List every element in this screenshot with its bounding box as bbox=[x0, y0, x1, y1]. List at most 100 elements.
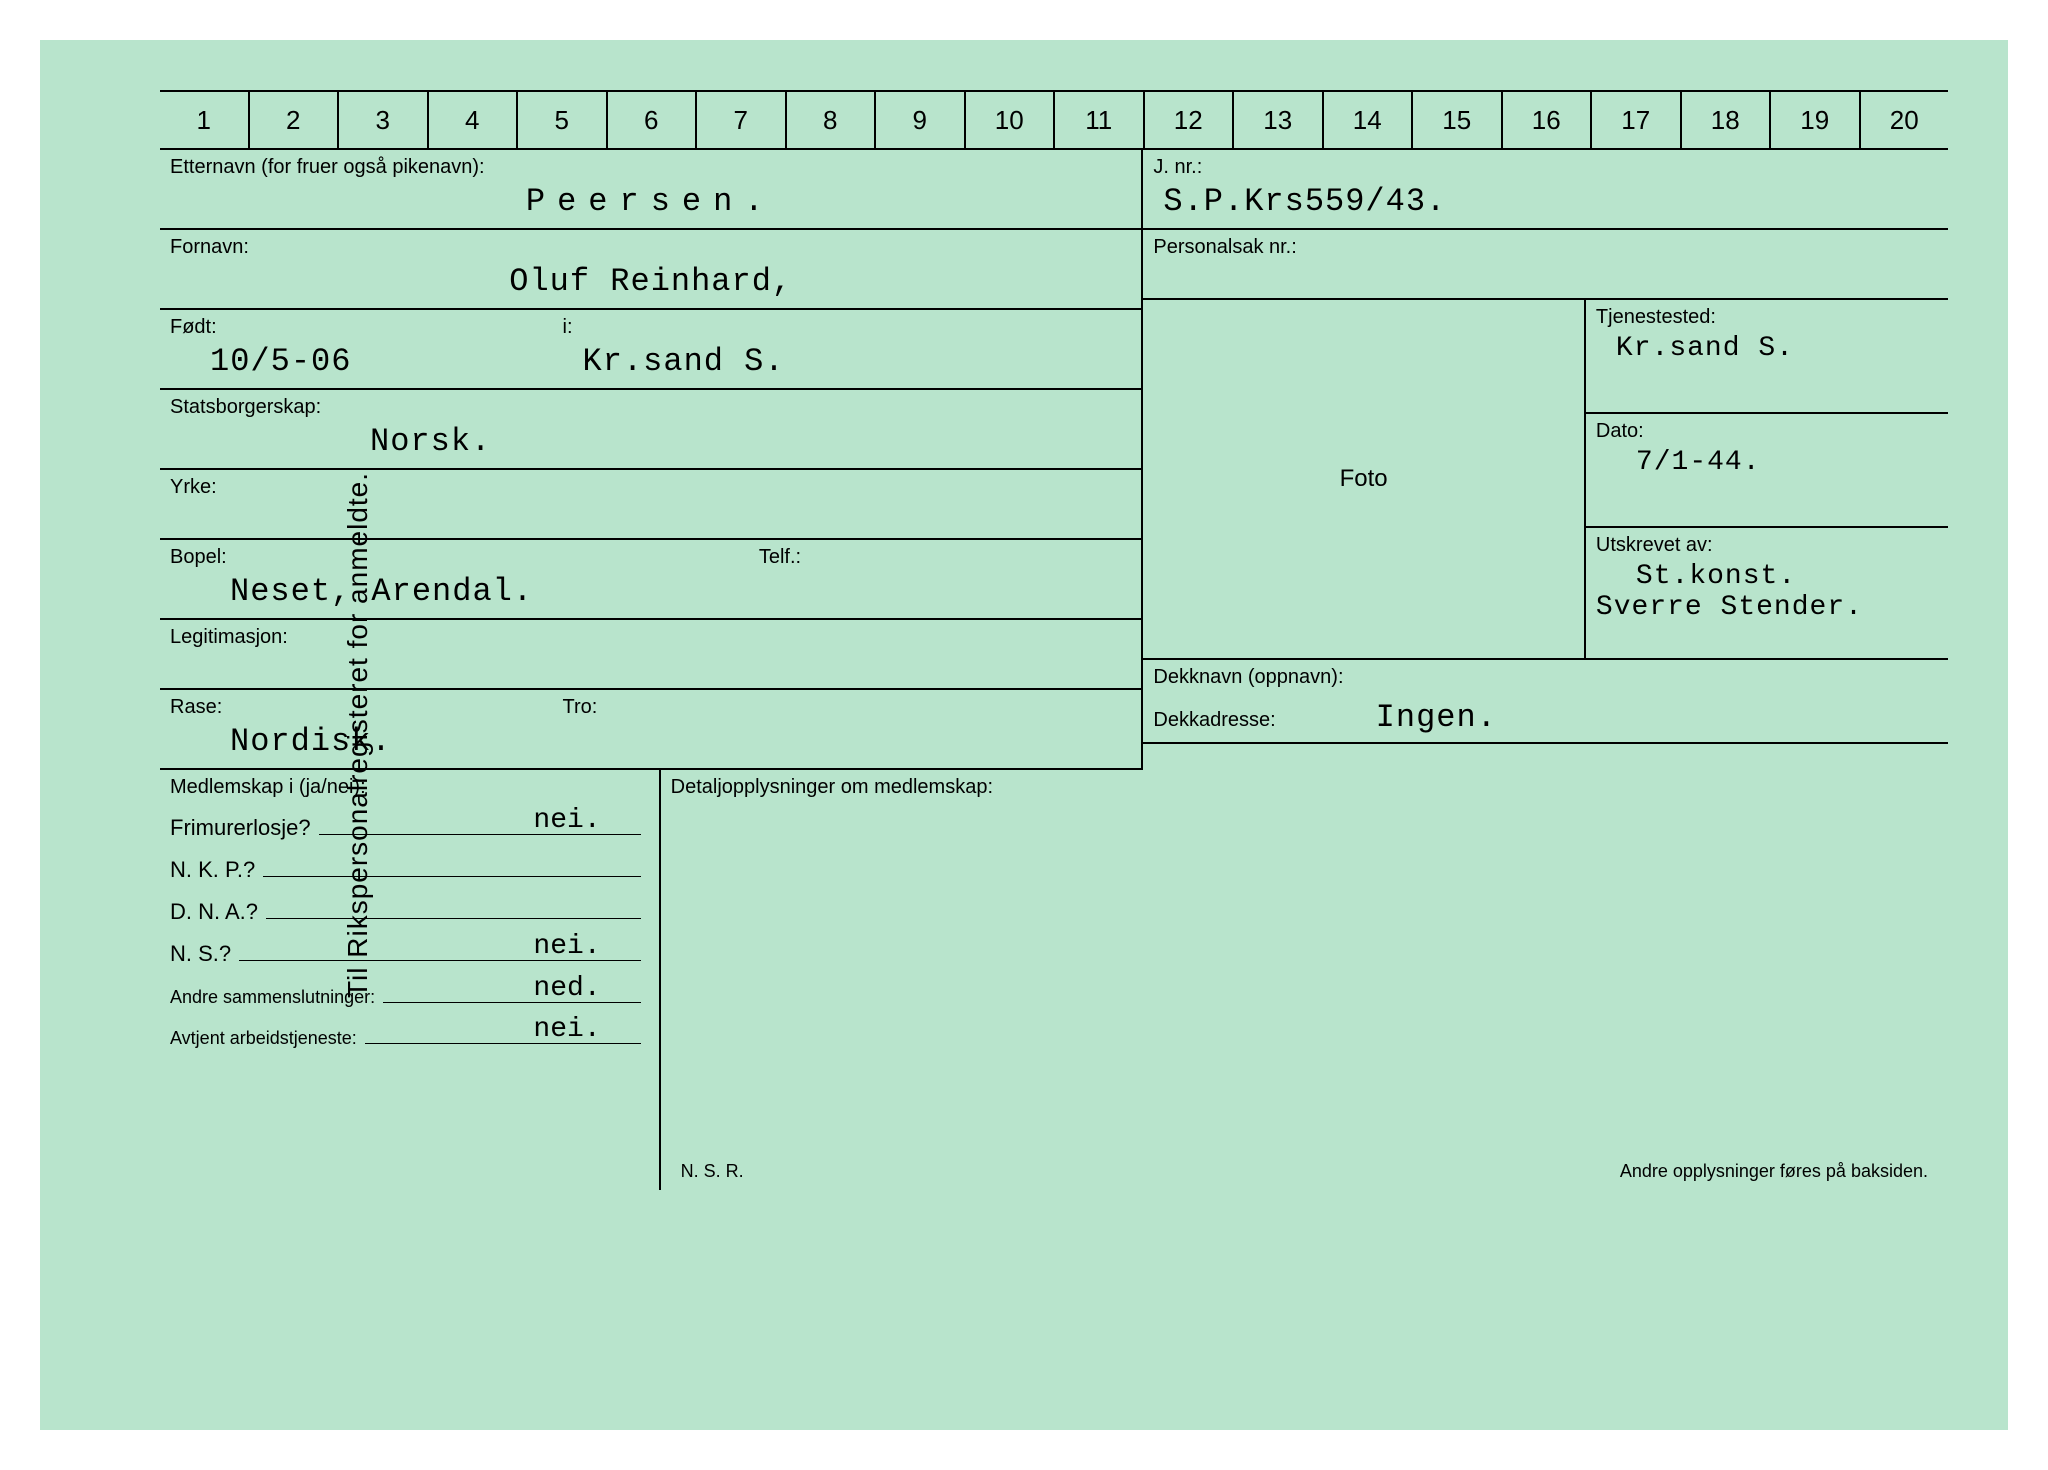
personalsak-label: Personalsak nr.: bbox=[1153, 236, 1938, 259]
jnr-field: J. nr.: S.P.Krs559/43. bbox=[1143, 150, 1948, 230]
rase-tro-row: Rase: Nordisk. Tro: bbox=[160, 690, 1141, 770]
utskrevet-value1: St.konst. bbox=[1596, 561, 1938, 592]
tjenestested-value: Kr.sand S. bbox=[1596, 333, 1938, 364]
bopel-label: Bopel: bbox=[170, 546, 739, 569]
fodt-label: Født: bbox=[170, 316, 543, 339]
dekknavn-value: Ingen. bbox=[1276, 699, 1497, 736]
membership-answer: nei. bbox=[533, 1014, 600, 1045]
bopel-value: Neset, Arendal. bbox=[170, 573, 739, 610]
fornavn-label: Fornavn: bbox=[170, 236, 1131, 259]
ruler-cell: 17 bbox=[1592, 92, 1682, 148]
dato-label: Dato: bbox=[1596, 420, 1938, 443]
membership-line: nei. bbox=[239, 939, 640, 961]
membership-line bbox=[266, 897, 641, 919]
dekkadresse-label: Dekkadresse: bbox=[1153, 709, 1275, 732]
membership-answer: nei. bbox=[533, 931, 600, 962]
bopel-row: Bopel: Neset, Arendal. Telf.: bbox=[160, 540, 1141, 620]
tjenestested-label: Tjenestested: bbox=[1596, 306, 1938, 329]
membership-item-label: N. K. P.? bbox=[170, 857, 255, 883]
ruler-cell: 3 bbox=[339, 92, 429, 148]
nsr-note: N. S. R. bbox=[681, 1161, 744, 1182]
membership-item-label: Frimurerlosje? bbox=[170, 815, 311, 841]
ruler-cell: 19 bbox=[1771, 92, 1861, 148]
membership-row: D. N. A.? bbox=[170, 897, 649, 925]
membership-right: Detaljopplysninger om medlemskap: N. S. … bbox=[661, 770, 1948, 1190]
tro-label: Tro: bbox=[563, 696, 1132, 719]
tro-field: Tro: bbox=[553, 690, 1142, 768]
vertical-title: Til Rikspersonalregisteret for anmeldte. bbox=[342, 472, 374, 998]
fornavn-field: Fornavn: Oluf Reinhard, bbox=[160, 230, 1141, 310]
membership-left: Medlemskap i (ja/nei): Frimurerlosje? nei… bbox=[160, 770, 661, 1190]
ruler-cell: 8 bbox=[787, 92, 877, 148]
etternavn-label: Etternavn (for fruer også pikenavn): bbox=[170, 156, 1131, 179]
foto-right-block: Foto Tjenestested: Kr.sand S. Dato: 7/1-… bbox=[1143, 300, 1948, 660]
membership-row: N. K. P.? bbox=[170, 855, 649, 883]
left-column: Etternavn (for fruer også pikenavn): Pee… bbox=[160, 150, 1143, 770]
membership-item-label: Avtjent arbeidstjeneste: bbox=[170, 1029, 357, 1049]
membership-section: Medlemskap i (ja/nei): Frimurerlosje? nei… bbox=[160, 770, 1948, 1190]
yrke-label: Yrke: bbox=[170, 476, 1131, 499]
membership-row: Frimurerlosje? nei. bbox=[170, 813, 649, 841]
dato-field: Dato: 7/1-44. bbox=[1586, 414, 1948, 528]
ruler-cell: 5 bbox=[518, 92, 608, 148]
legitimasjon-label: Legitimasjon: bbox=[170, 626, 1131, 649]
legitimasjon-field: Legitimasjon: bbox=[160, 620, 1141, 690]
fodt-i-label: i: bbox=[563, 316, 1132, 339]
membership-row: Andre sammenslutninger:ned. bbox=[170, 981, 649, 1008]
ruler-cell: 7 bbox=[697, 92, 787, 148]
bopel-field: Bopel: Neset, Arendal. bbox=[160, 540, 749, 618]
ruler-cell: 12 bbox=[1145, 92, 1235, 148]
ruler-cell: 6 bbox=[608, 92, 698, 148]
etternavn-field: Etternavn (for fruer også pikenavn): Pee… bbox=[160, 150, 1141, 230]
back-note: Andre opplysninger føres på baksiden. bbox=[1620, 1161, 1928, 1182]
jnr-value: S.P.Krs559/43. bbox=[1153, 183, 1938, 220]
yrke-field: Yrke: bbox=[160, 470, 1141, 540]
membership-item-label: N. S.? bbox=[170, 941, 231, 967]
tjenestested-field: Tjenestested: Kr.sand S. bbox=[1586, 300, 1948, 414]
dato-value: 7/1-44. bbox=[1596, 447, 1938, 478]
ruler-cell: 14 bbox=[1324, 92, 1414, 148]
membership-line: ned. bbox=[383, 981, 641, 1003]
ruler-cell: 10 bbox=[966, 92, 1056, 148]
jnr-label: J. nr.: bbox=[1153, 156, 1938, 179]
right-column: J. nr.: S.P.Krs559/43. Personalsak nr.: … bbox=[1143, 150, 1948, 770]
fodt-i-field: i: Kr.sand S. bbox=[553, 310, 1142, 388]
personalsak-field: Personalsak nr.: bbox=[1143, 230, 1948, 300]
ruler-cell: 15 bbox=[1413, 92, 1503, 148]
utskrevet-value2: Sverre Stender. bbox=[1596, 592, 1938, 623]
ruler-cell: 9 bbox=[876, 92, 966, 148]
fodt-i-value: Kr.sand S. bbox=[563, 343, 1132, 380]
statsborgerskap-field: Statsborgerskap: Norsk. bbox=[160, 390, 1141, 470]
membership-line: nei. bbox=[319, 813, 641, 835]
registration-card: Til Rikspersonalregisteret for anmeldte.… bbox=[40, 40, 2008, 1430]
membership-row: N. S.? nei. bbox=[170, 939, 649, 967]
ruler-cell: 11 bbox=[1055, 92, 1145, 148]
statsborgerskap-label: Statsborgerskap: bbox=[170, 396, 1131, 419]
membership-row: Avtjent arbeidstjeneste:nei. bbox=[170, 1022, 649, 1049]
dekknavn-label: Dekknavn (oppnavn): bbox=[1153, 666, 1938, 689]
ruler-cell: 4 bbox=[429, 92, 519, 148]
fornavn-value: Oluf Reinhard, bbox=[170, 263, 1131, 300]
number-ruler: 1 2 3 4 5 6 7 8 9 10 11 12 13 14 15 16 1… bbox=[160, 90, 1948, 150]
ruler-cell: 16 bbox=[1503, 92, 1593, 148]
membership-answer: ned. bbox=[533, 973, 600, 1004]
medlemskap-header: Medlemskap i (ja/nei): bbox=[170, 776, 649, 799]
ruler-cell: 2 bbox=[250, 92, 340, 148]
foto-label: Foto bbox=[1340, 465, 1388, 493]
fodt-value: 10/5-06 bbox=[170, 343, 543, 380]
membership-item-label: D. N. A.? bbox=[170, 899, 258, 925]
ruler-cell: 18 bbox=[1682, 92, 1772, 148]
ruler-cell: 13 bbox=[1234, 92, 1324, 148]
fodt-field: Født: 10/5-06 bbox=[160, 310, 553, 388]
fodt-row: Født: 10/5-06 i: Kr.sand S. bbox=[160, 310, 1141, 390]
etternavn-value: Peersen. bbox=[170, 183, 1131, 220]
membership-line bbox=[263, 855, 640, 877]
statsborgerskap-value: Norsk. bbox=[170, 423, 1131, 460]
foto-area: Foto bbox=[1143, 300, 1586, 658]
telf-field: Telf.: bbox=[749, 540, 1142, 618]
main-content: Etternavn (for fruer også pikenavn): Pee… bbox=[160, 150, 1948, 770]
dekknavn-section: Dekknavn (oppnavn): Dekkadresse: Ingen. bbox=[1143, 660, 1948, 744]
utskrevet-label: Utskrevet av: bbox=[1596, 534, 1938, 557]
ruler-cell: 1 bbox=[160, 92, 250, 148]
detail-header: Detaljopplysninger om medlemskap: bbox=[671, 776, 1938, 799]
